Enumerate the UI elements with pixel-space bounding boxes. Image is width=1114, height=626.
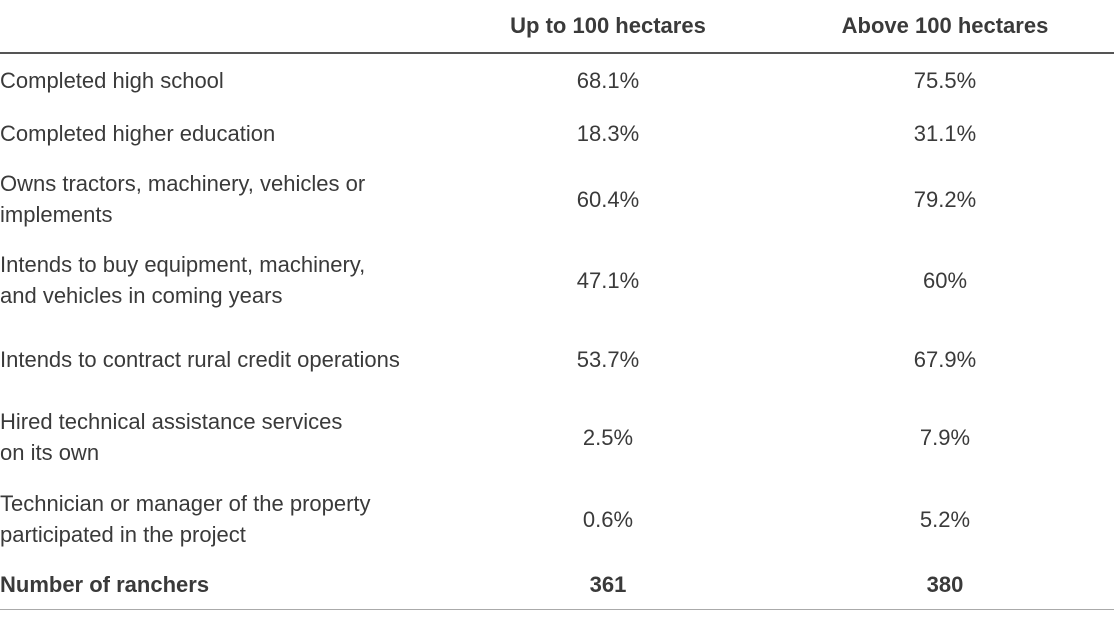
table-row: Completed higher education 18.3% 31.1% [0,107,1114,159]
header-row: Up to 100 hectares Above 100 hectares [0,0,1114,54]
label-line: and vehicles in coming years [0,283,283,308]
row-label: Intends to contract rural credit operati… [0,321,440,397]
value-cell: 31.1% [913,120,977,146]
table-row: Intends to buy equipment, machinery, and … [0,239,1114,321]
table-row: Owns tractors, machinery, vehicles or imp… [0,159,1114,239]
label-line: Completed high school [0,68,224,93]
row-label: Technician or manager of the property par… [0,477,440,561]
label-line: Completed higher education [0,120,276,146]
value-cell: 380 [776,561,1114,610]
label-line: Owns tractors, machinery, vehicles or [0,171,366,196]
table-body: Completed high school 68.1% 75.5% Completed… [0,53,1114,610]
value-cell: 60.4% [576,186,640,212]
value-cell: 47.1% [576,267,640,293]
value-cell: 18.3% [576,120,640,146]
table-row: Completed high school 68.1% 75.5% [0,53,1114,107]
label-line: Technician or manager of the property [0,491,371,516]
value-cell: 0.6% [582,506,634,532]
header-cell: Above 100 hectares [776,0,1114,54]
label-line: Hired technical assistance services [0,409,343,434]
label-line: on its own [0,440,100,465]
row-label: Number of ranchers [0,561,440,610]
label-line: participated in the project [0,522,246,547]
row-label: Owns tractors, machinery, vehicles or imp… [0,159,440,239]
header-cell [0,0,440,54]
value-cell: 53.7% [576,346,640,372]
value-cell: 79.2% [913,186,977,212]
value-cell: 2.5% [582,424,634,450]
value-cell: 68.1% [576,68,640,93]
value-cell: 5.2% [919,506,971,532]
row-label: Intends to buy equipment, machinery, and … [0,239,440,321]
label-line: Intends to buy equipment, machinery, [0,252,366,277]
value-cell: 60% [922,267,968,293]
value-cell: 75.5% [913,68,977,93]
table-row: Technician or manager of the property par… [0,477,1114,561]
table-row: Intends to contract rural credit operati… [0,321,1114,397]
value-cell: 361 [440,561,776,610]
row-label: Hired technical assistance services on it… [0,397,440,477]
row-label: Completed high school [0,53,440,107]
label-line: Intends to contract rural credit operati… [0,346,400,372]
total-row: Number of ranchers 361 380 [0,561,1114,610]
table-row: Hired technical assistance services on it… [0,397,1114,477]
label-line: implements [0,202,113,227]
value-cell: 7.9% [919,424,971,450]
row-label: Completed higher education [0,107,440,159]
header-cell: Up to 100 hectares [440,0,776,54]
data-table: Up to 100 hectares Above 100 hectares Co… [0,0,1114,610]
value-cell: 67.9% [913,346,977,372]
